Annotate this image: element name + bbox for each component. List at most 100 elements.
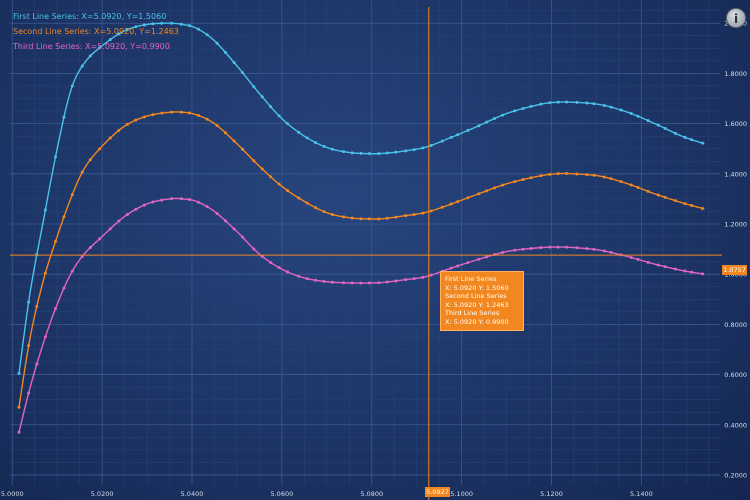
series-point <box>232 227 236 231</box>
x-tick-label: 5.1400 <box>630 490 653 498</box>
series-point <box>421 275 425 279</box>
series-point <box>656 263 660 267</box>
series-point <box>88 54 92 58</box>
series-point <box>297 130 301 134</box>
series-point <box>429 143 433 147</box>
series-point <box>683 202 687 206</box>
series-point <box>62 286 66 290</box>
series-point <box>367 217 371 221</box>
series-point <box>342 281 346 285</box>
series-point <box>151 113 155 117</box>
series-point <box>160 198 164 202</box>
series-point <box>285 189 289 193</box>
series-point <box>449 266 453 270</box>
series-point <box>359 281 363 285</box>
series-point <box>367 152 371 156</box>
series-point <box>305 277 309 281</box>
series-point <box>215 211 219 215</box>
series-point <box>663 126 667 130</box>
series-point <box>142 203 146 207</box>
series-point <box>466 128 470 132</box>
series-point <box>521 247 525 251</box>
series-point <box>575 172 579 176</box>
series-point <box>404 149 408 153</box>
series-point <box>359 217 363 221</box>
series-point <box>342 150 346 154</box>
series-point <box>98 46 102 50</box>
series-point <box>529 246 533 250</box>
series-point <box>609 105 613 109</box>
series-point <box>285 122 289 126</box>
series-point <box>656 193 660 197</box>
series-point <box>170 110 174 114</box>
series-point <box>170 21 174 25</box>
series-point <box>521 178 525 182</box>
series-point <box>673 199 677 203</box>
series-point <box>513 248 517 252</box>
y-tick-label: 1.8000 <box>724 70 747 78</box>
series-point <box>88 158 92 162</box>
series-point <box>269 175 273 179</box>
series-point <box>673 131 677 135</box>
series-point <box>322 279 326 283</box>
series-point <box>322 144 326 148</box>
series-point <box>619 108 623 112</box>
x-tick-label: 5.0600 <box>270 490 293 498</box>
crosshair <box>10 7 722 500</box>
series-point <box>529 104 533 108</box>
series-point <box>70 269 74 273</box>
series-point <box>521 106 525 110</box>
series-point <box>646 119 650 123</box>
series-point <box>53 307 57 311</box>
series-point <box>43 271 47 275</box>
series-point <box>108 38 112 42</box>
series-group <box>17 21 705 434</box>
series-point <box>17 405 21 409</box>
series-point <box>394 279 398 283</box>
series-point <box>187 198 191 202</box>
series-point <box>548 172 552 176</box>
series-point <box>277 266 281 270</box>
series-point <box>377 281 381 285</box>
series-point <box>485 120 489 124</box>
series-point <box>556 100 560 104</box>
tooltip: First Line Series X: 5.0920 Y: 1.5060 Se… <box>440 271 524 331</box>
series-point <box>297 196 301 200</box>
series-point <box>252 85 256 89</box>
series-point <box>690 270 694 274</box>
series-point <box>636 114 640 118</box>
series-point <box>477 192 481 196</box>
series-point <box>565 245 569 249</box>
series-point <box>429 273 433 277</box>
series-point <box>493 116 497 120</box>
info-button[interactable]: i <box>726 8 746 28</box>
series-point <box>456 264 460 268</box>
series-point <box>151 22 155 26</box>
series-point <box>205 33 209 37</box>
series-point <box>241 71 245 75</box>
tooltip-line: X: 5.0920 Y: 1.5060 <box>445 283 509 292</box>
series-point <box>260 95 264 99</box>
legend-item-first: First Line Series: X=5.0920, Y=1.5060 <box>13 12 167 21</box>
series-point <box>134 118 138 122</box>
series-point <box>513 180 517 184</box>
series-point <box>556 172 560 176</box>
series-point <box>53 155 57 159</box>
series-point <box>609 177 613 181</box>
series-point <box>421 211 425 215</box>
series-point <box>359 151 363 155</box>
y-tick-label: 0.6000 <box>724 371 747 379</box>
crosshair-x-label: 5.0927 <box>425 487 450 497</box>
series-point <box>98 237 102 241</box>
series-point <box>196 114 200 118</box>
series-point <box>440 139 444 143</box>
series-point <box>196 200 200 204</box>
series-point <box>493 186 497 190</box>
series-point <box>602 175 606 179</box>
series-point <box>556 245 560 249</box>
series-point <box>53 240 57 244</box>
series-point <box>179 22 183 26</box>
series-point <box>385 216 389 220</box>
series-point <box>179 110 183 114</box>
